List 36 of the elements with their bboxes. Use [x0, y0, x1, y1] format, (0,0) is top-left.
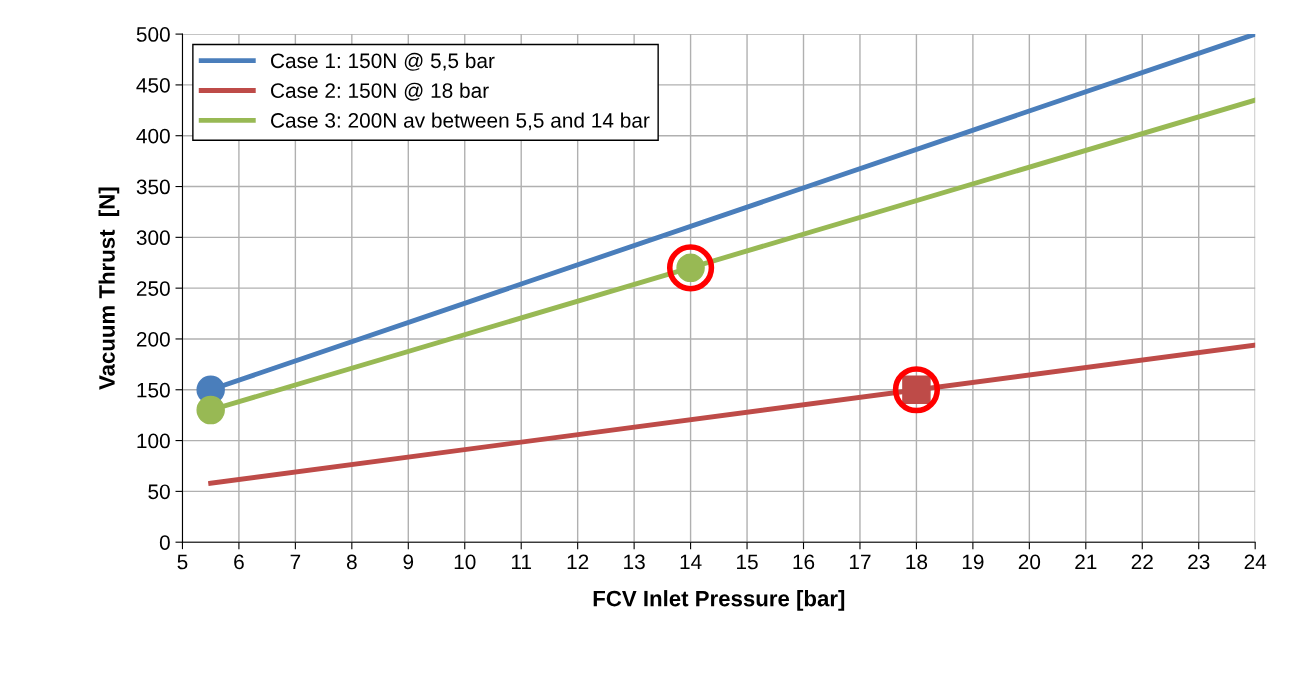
- legend-label: Case 2: 150N @ 18 bar: [271, 82, 489, 101]
- x-tick-label: 22: [1131, 554, 1153, 570]
- x-tick-label: 12: [567, 554, 589, 570]
- x-tick-label: 14: [680, 554, 702, 570]
- x-axis-title: FCV Inlet Pressure [bar]: [593, 590, 845, 611]
- x-tick-label: 6: [234, 554, 244, 570]
- y-tick-label: 50: [148, 484, 170, 500]
- x-tick-label: 19: [962, 554, 984, 570]
- y-tick-label: 400: [136, 128, 170, 144]
- y-tick-label: 500: [136, 27, 170, 42]
- x-tick-label: 24: [1244, 554, 1267, 570]
- x-tick-label: 7: [290, 554, 301, 570]
- x-tick-label: 8: [346, 554, 357, 570]
- x-tick-label: 20: [1018, 554, 1041, 570]
- x-tick-label: 11: [511, 554, 532, 570]
- y-tick-label: 150: [137, 382, 170, 398]
- legend-label: Case 3: 200N av between 5,5 and 14 bar: [271, 112, 650, 131]
- x-tick-label: 16: [793, 554, 815, 570]
- x-tick-label: 15: [737, 554, 758, 570]
- x-tick-label: 5: [177, 554, 188, 570]
- y-tick-label: 300: [136, 230, 170, 246]
- y-tick-label: 250: [136, 281, 170, 296]
- y-tick-label: 200: [136, 331, 170, 347]
- y-tick-label: 100: [137, 433, 170, 449]
- x-tick-label: 13: [624, 554, 645, 570]
- x-tick-label: 9: [403, 554, 414, 570]
- y-tick-label: 350: [136, 179, 170, 195]
- x-tick-label: 17: [849, 554, 871, 570]
- y-tick-label: 450: [136, 77, 170, 93]
- y-axis-title: Vacuum Thrust [N]: [98, 187, 120, 390]
- x-tick-label: 21: [1075, 554, 1097, 570]
- x-tick-label: 18: [906, 554, 928, 570]
- y-tick-label: 0: [159, 535, 170, 550]
- x-tick-label: 23: [1188, 554, 1210, 570]
- x-tick-label: 10: [454, 554, 476, 570]
- legend-label: Case 1: 150N @ 5,5 bar: [271, 52, 495, 71]
